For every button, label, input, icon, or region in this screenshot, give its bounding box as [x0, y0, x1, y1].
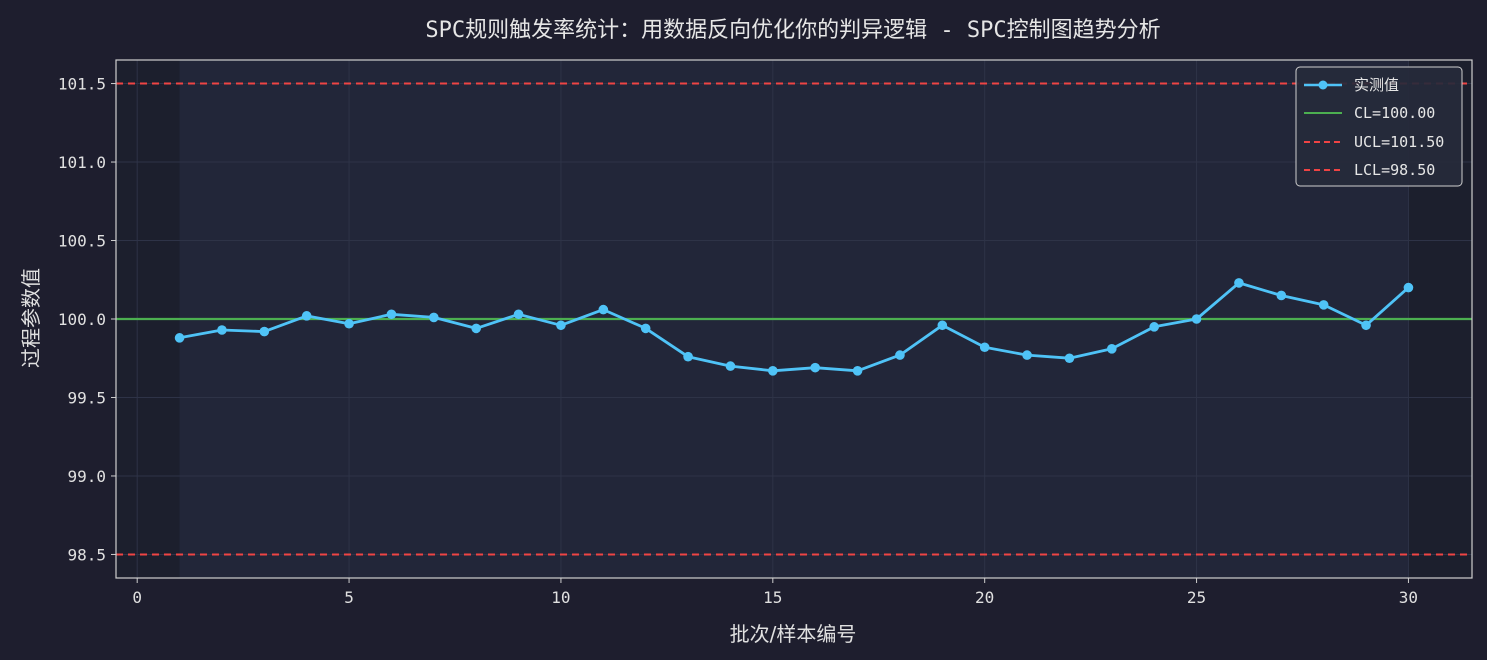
data-point	[1403, 282, 1414, 293]
series-line-measured	[179, 281, 1410, 373]
y-tick-label: 99.0	[67, 467, 106, 486]
y-tick-label: 98.5	[67, 545, 106, 564]
data-point	[1107, 344, 1117, 354]
data-point	[1361, 320, 1371, 331]
data-point	[979, 342, 990, 353]
data-point	[1022, 350, 1032, 360]
x-tick-label: 5	[344, 588, 354, 607]
x-tick-label: 0	[132, 588, 142, 607]
data-point	[598, 304, 609, 315]
y-tick-label: 100.5	[58, 232, 106, 251]
data-point	[259, 326, 270, 337]
data-point	[1191, 314, 1202, 324]
x-tick-label: 30	[1399, 588, 1418, 607]
legend-marker-measured	[1318, 80, 1328, 90]
data-point	[429, 312, 439, 323]
y-tick-label: 99.5	[67, 388, 106, 407]
data-point	[725, 361, 736, 371]
data-point	[768, 366, 778, 376]
x-tick-label: 10	[551, 588, 570, 607]
y-axis-ticks: 98.5 99.0 99.5 100.0 100.5 101.0 101.5	[58, 75, 116, 564]
legend-label-cl: CL=100.00	[1354, 104, 1435, 122]
data-point	[1276, 290, 1287, 301]
legend-label-ucl: UCL=101.50	[1354, 133, 1444, 151]
legend-label-lcl: LCL=98.50	[1354, 161, 1435, 179]
data-point	[301, 311, 312, 321]
data-point	[174, 333, 185, 343]
x-tick-label: 25	[1187, 588, 1206, 607]
data-point	[556, 320, 566, 331]
legend-box	[1295, 66, 1463, 187]
data-point	[1064, 353, 1075, 364]
data-point	[1234, 278, 1244, 288]
data-point	[513, 309, 524, 320]
data-point	[810, 362, 820, 373]
data-point	[471, 323, 481, 334]
y-tick-label: 101.0	[58, 153, 106, 172]
legend-entry-ucl: UCL=101.50	[1304, 133, 1444, 151]
y-tick-label: 100.0	[58, 310, 106, 329]
data-point	[344, 318, 354, 329]
legend-entry-measured: 实测值	[1304, 76, 1399, 94]
x-axis-ticks: 0 5 10 15 20 25 30	[132, 578, 1418, 607]
legend: 实测值 CL=100.00 UCL=101.50 LCL=98.50	[1295, 66, 1463, 187]
data-point	[937, 320, 948, 331]
legend-label-measured: 实测值	[1354, 76, 1399, 94]
data-point	[1318, 300, 1329, 310]
data-point	[895, 350, 905, 360]
control-limit-lines	[116, 82, 1472, 556]
y-tick-label: 101.5	[58, 75, 106, 94]
legend-entry-lcl: LCL=98.50	[1304, 161, 1435, 179]
chart-title: SPC规则触发率统计：用数据反向优化你的判异逻辑 - SPC控制图趋势分析	[425, 18, 1160, 43]
legend-entry-cl: CL=100.00	[1304, 104, 1435, 122]
data-point	[1149, 322, 1159, 332]
y-axis-label: 过程参数值	[19, 268, 43, 368]
data-point	[217, 325, 227, 335]
x-tick-label: 20	[975, 588, 994, 607]
data-point	[852, 366, 863, 376]
data-point	[640, 323, 651, 334]
data-point	[683, 351, 693, 362]
data-point	[386, 309, 397, 320]
x-tick-label: 15	[763, 588, 782, 607]
series-layer	[174, 278, 1414, 376]
x-axis-label: 批次/样本编号	[730, 622, 857, 646]
